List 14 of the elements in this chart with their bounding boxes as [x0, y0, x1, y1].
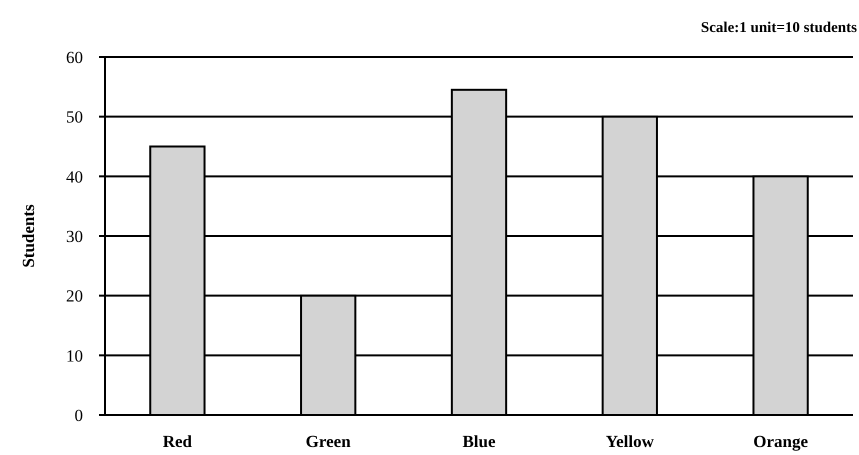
x-tick-label: Red: [162, 432, 193, 451]
x-tick-label: Blue: [462, 432, 496, 451]
x-tick-label: Yellow: [606, 432, 655, 451]
y-axis-title: Students: [19, 204, 38, 268]
y-tick-label: 50: [66, 108, 83, 127]
y-tick-label: 60: [66, 48, 83, 67]
y-tick-label: 20: [66, 286, 83, 306]
y-tick-label: 40: [66, 167, 83, 186]
y-tick-label: 10: [66, 346, 83, 366]
y-tick-label: 0: [74, 406, 83, 425]
x-tick-label: Green: [306, 432, 352, 451]
y-tick-label: 30: [66, 226, 83, 246]
x-tick-label: Orange: [753, 432, 808, 451]
text: Scale:1 unit=10 students: [700, 20, 858, 36]
